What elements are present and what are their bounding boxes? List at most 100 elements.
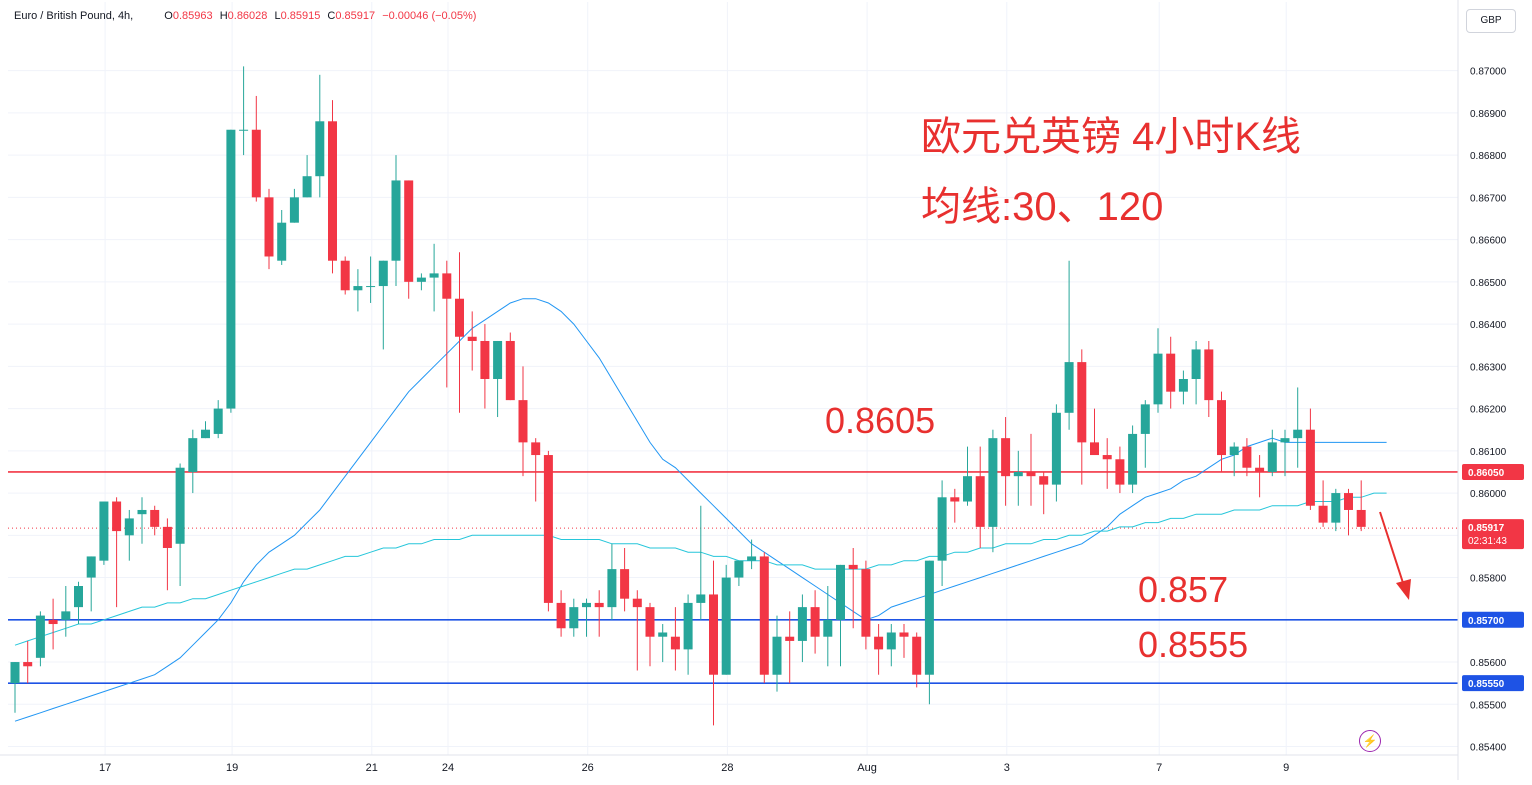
candle <box>239 66 249 156</box>
candle <box>1305 408 1315 510</box>
candle <box>404 180 414 299</box>
candle <box>137 497 147 544</box>
x-tick-label: 26 <box>582 762 594 774</box>
candle-body <box>1293 429 1303 439</box>
y-tick-label: 0.86100 <box>1470 447 1507 458</box>
y-tick-label: 0.86500 <box>1470 278 1507 289</box>
candle <box>924 560 934 705</box>
title-line-2: 均线:30、120 <box>921 185 1163 229</box>
candle-body <box>1217 400 1226 456</box>
candle <box>975 446 985 548</box>
candle-body <box>213 408 223 434</box>
candle-body <box>836 564 845 620</box>
candle-body <box>1331 493 1341 523</box>
candle <box>86 556 96 612</box>
candle <box>1178 370 1188 405</box>
low-value: 0.85915 <box>280 10 321 22</box>
open-value: 0.85963 <box>172 10 213 22</box>
candle-body <box>1255 467 1265 472</box>
candle <box>1356 480 1366 532</box>
candle-body <box>963 476 972 502</box>
candle <box>1204 340 1214 418</box>
candle-body <box>340 260 350 291</box>
candle <box>1051 404 1061 502</box>
candle <box>1255 455 1265 498</box>
y-tick-label: 0.86300 <box>1470 362 1507 373</box>
candle <box>277 210 287 265</box>
candle <box>772 615 782 692</box>
candle-body <box>1191 349 1201 379</box>
candle <box>1217 391 1226 472</box>
candle-body <box>607 569 617 608</box>
candle-body <box>74 586 83 608</box>
candle <box>429 243 439 312</box>
candle <box>493 340 503 418</box>
candle-body <box>531 442 541 456</box>
candle-body <box>328 121 337 261</box>
candle <box>201 421 210 439</box>
candle-body <box>302 176 312 198</box>
candle <box>709 560 718 726</box>
candle-body <box>99 501 109 561</box>
candle-body <box>886 632 896 650</box>
y-tick-label: 0.86400 <box>1470 320 1507 331</box>
candle <box>607 543 617 620</box>
y-tick-label: 0.85800 <box>1470 574 1507 585</box>
candle <box>48 598 58 650</box>
candle-body <box>442 273 452 299</box>
candle-body <box>251 129 261 198</box>
level-lines-layer <box>8 471 1458 684</box>
candle-body <box>137 509 147 515</box>
candle-body <box>582 602 591 608</box>
candle-body <box>1051 412 1061 485</box>
price-label-countdown: 02:31:43 <box>1468 536 1507 547</box>
candle-body <box>277 222 287 261</box>
candle <box>505 332 515 401</box>
support1-annotation: 0.857 <box>1138 569 1228 610</box>
candle <box>658 624 668 663</box>
candle <box>340 256 350 295</box>
candle <box>1318 480 1328 527</box>
candle-body <box>480 340 490 379</box>
candle <box>1191 340 1201 405</box>
y-tick-label: 0.85400 <box>1470 743 1507 754</box>
title-line-1: 欧元兑英镑 4小时K线 <box>921 115 1301 159</box>
candle-body <box>1064 362 1074 413</box>
candle-body <box>10 662 20 684</box>
candle <box>353 269 363 312</box>
candle-body <box>1280 438 1290 443</box>
y-tick-label: 0.86800 <box>1470 151 1507 162</box>
candle <box>899 624 909 658</box>
x-tick-label: 19 <box>226 762 238 774</box>
candle-body <box>467 336 477 341</box>
candle-body <box>543 455 553 603</box>
lightning-icon[interactable]: ⚡ <box>1359 730 1381 752</box>
candle <box>759 552 769 684</box>
candle <box>810 590 820 654</box>
candle-body <box>632 598 642 608</box>
candle-body <box>950 497 960 502</box>
close-label: C <box>327 10 336 22</box>
candle <box>556 590 566 637</box>
candle <box>1242 438 1252 477</box>
candle-body <box>1229 446 1239 456</box>
y-tick-label: 0.86700 <box>1470 193 1507 204</box>
currency-button[interactable]: GBP <box>1466 9 1516 33</box>
candle <box>251 95 261 202</box>
candle <box>264 188 274 270</box>
candle <box>670 607 680 671</box>
candle <box>150 505 160 536</box>
candle-body <box>35 615 45 658</box>
candle-body <box>1204 349 1214 401</box>
candle-body <box>988 438 998 527</box>
candle-body <box>112 501 122 532</box>
candle <box>988 429 998 553</box>
candle-body <box>162 526 172 548</box>
candle-body <box>658 632 668 637</box>
candle <box>1102 438 1112 489</box>
resistance-annotation: 0.8605 <box>825 400 935 441</box>
down-arrow-icon <box>1379 511 1411 600</box>
candle-body <box>924 560 934 675</box>
